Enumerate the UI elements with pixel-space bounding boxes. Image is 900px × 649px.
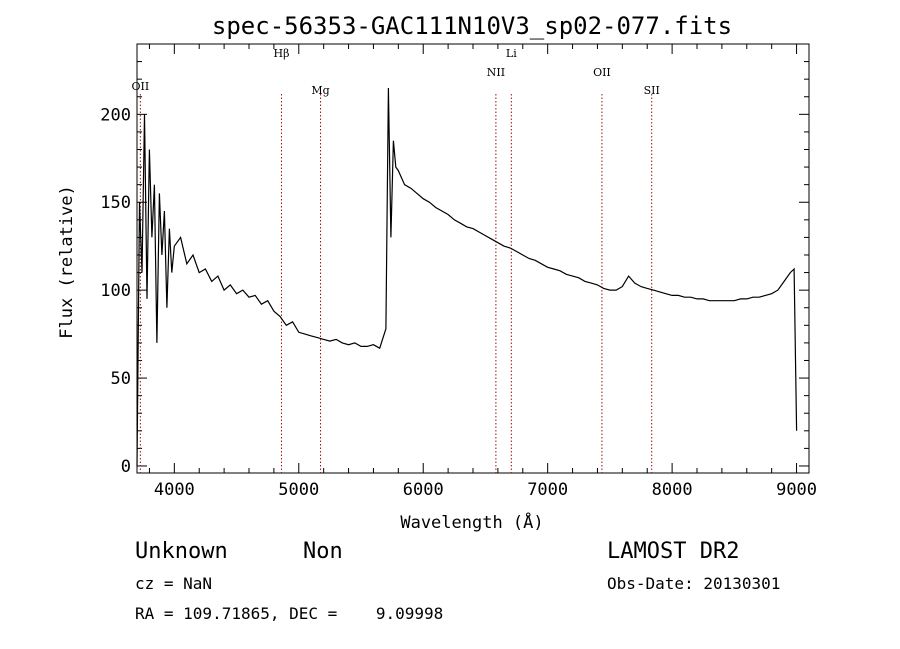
line-marker-label: OII <box>132 80 150 93</box>
line-marker-label: SII <box>644 84 660 97</box>
plot-frame <box>136 43 810 474</box>
x-tick-label: 8000 <box>652 480 693 500</box>
x-tick-label: 5000 <box>278 480 319 500</box>
y-tick-label: 0 <box>121 457 131 477</box>
coordinates: RA = 109.71865, DEC = 9.09998 <box>135 604 444 623</box>
line-marker-label: Mg <box>311 84 329 97</box>
observation-date: Obs-Date: 20130301 <box>607 574 781 593</box>
x-tick-label: 4000 <box>154 480 195 500</box>
y-tick-label: 150 <box>100 193 131 213</box>
y-axis-label: Flux (relative) <box>57 185 77 339</box>
object-class: Unknown <box>135 539 228 564</box>
x-axis-label: Wavelength (Å) <box>400 511 543 533</box>
x-tick-label: 7000 <box>527 480 568 500</box>
x-tick-label: 6000 <box>403 480 444 500</box>
flux-series <box>136 87 798 467</box>
line-marker-label: Li <box>506 47 517 60</box>
object-subclass: Non <box>303 539 343 564</box>
chart-title: spec-56353-GAC111N10V3_sp02-077.fits <box>212 12 732 40</box>
line-marker-label: OII <box>593 66 611 79</box>
redshift-value: cz = NaN <box>135 574 213 593</box>
x-tick-label: 9000 <box>776 480 817 500</box>
line-marker-label: NII <box>487 66 505 79</box>
survey-name: LAMOST DR2 <box>607 539 740 564</box>
y-tick-label: 200 <box>100 105 131 125</box>
y-tick-label: 100 <box>100 281 131 301</box>
line-marker-label: Hβ <box>274 47 290 60</box>
y-tick-label: 50 <box>111 369 131 389</box>
